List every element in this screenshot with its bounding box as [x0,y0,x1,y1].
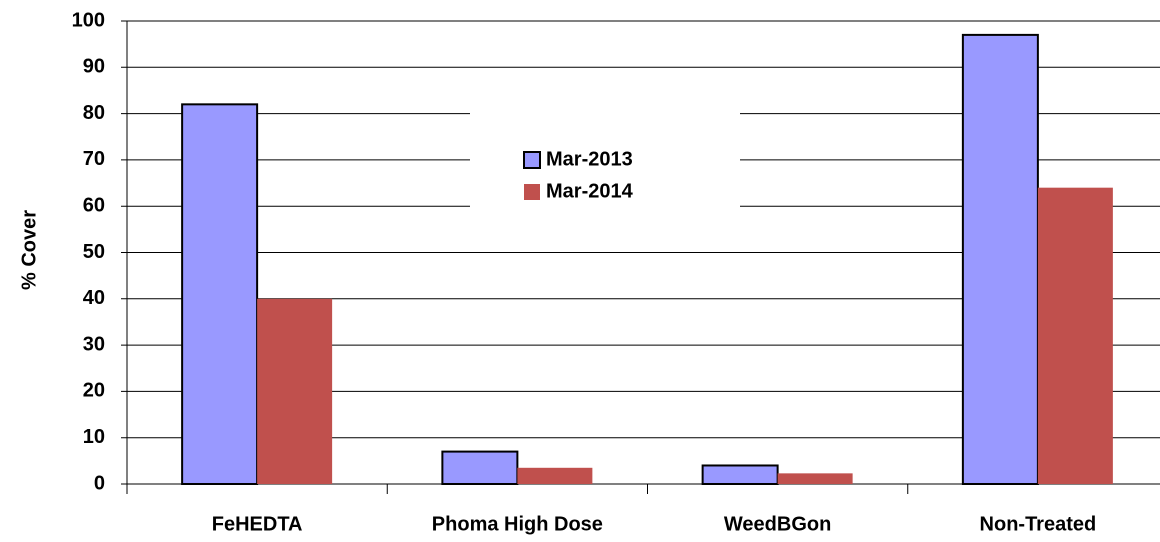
y-tick-label: 30 [83,333,105,355]
bar [257,298,333,484]
bar [1037,187,1113,484]
y-tick-label: 70 [83,148,105,170]
legend-swatch [524,184,540,200]
y-tick-label: 10 [83,426,105,448]
legend-label: Mar-2014 [546,180,634,202]
bar [441,450,519,485]
y-axis-label: % Cover [18,210,40,290]
x-tick-label: WeedBGon [724,513,831,535]
x-tick-label: Phoma High Dose [432,513,603,535]
y-tick-label: 0 [94,472,105,494]
bar [701,464,779,486]
y-tick-label: 90 [83,56,105,78]
y-tick-label: 60 [83,194,105,216]
legend-swatch [523,151,541,169]
y-tick-label: 80 [83,102,105,124]
x-tick-label: Non-Treated [980,513,1097,535]
y-tick-label: 50 [83,241,105,263]
bar [181,103,259,485]
bar [961,33,1039,485]
x-tick-label: FeHEDTA [212,513,303,535]
y-tick-label: 40 [83,287,105,309]
y-tick-label: 20 [83,380,105,402]
bar [777,473,853,484]
bar [517,467,593,484]
legend-box [470,112,740,208]
legend-label: Mar-2013 [546,148,633,170]
y-tick-label: 100 [72,9,105,31]
